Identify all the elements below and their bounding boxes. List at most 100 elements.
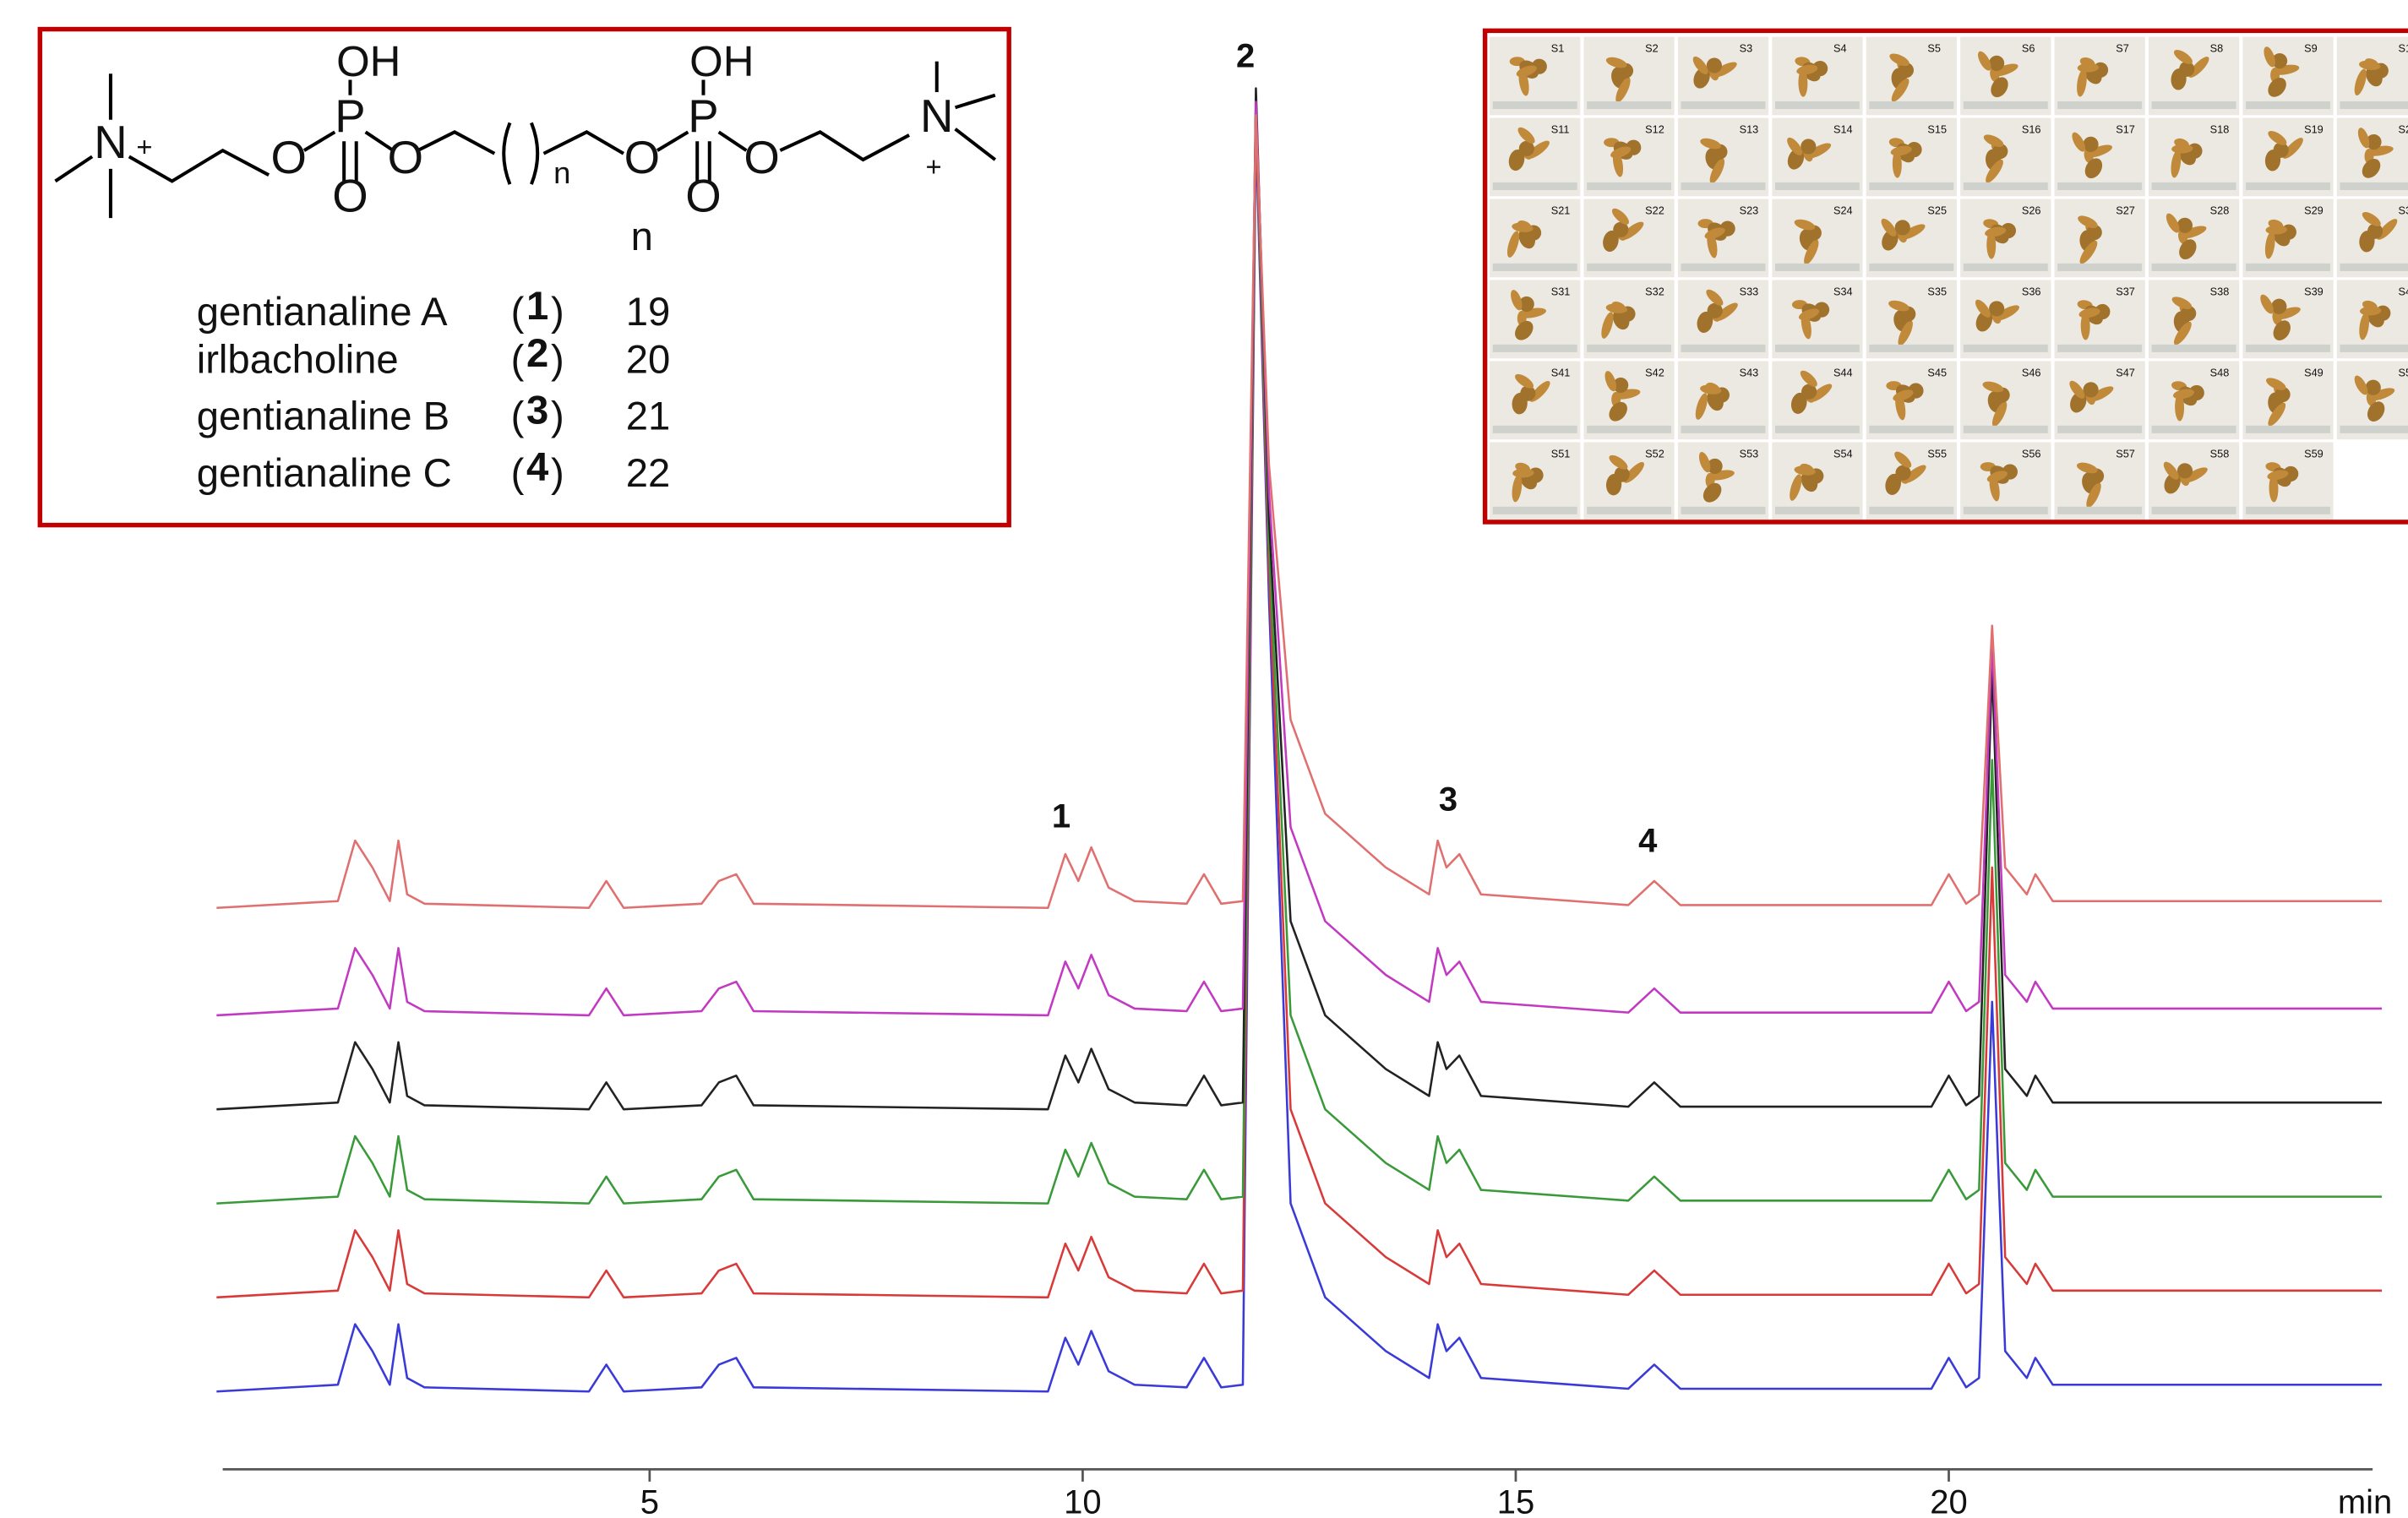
sample-label: S30 — [2398, 204, 2408, 216]
ruler — [1774, 425, 1860, 433]
root-piece — [2283, 465, 2299, 482]
root-piece — [1613, 221, 1629, 237]
root-piece — [2269, 474, 2279, 503]
sample-label: S58 — [2210, 447, 2230, 460]
sample-label: S57 — [2116, 447, 2135, 460]
compound-number: ( — [511, 337, 525, 382]
root-piece — [1991, 77, 2008, 98]
root-piece — [1895, 465, 1911, 481]
ruler — [1963, 425, 2048, 433]
sample-label: S40 — [2398, 285, 2408, 297]
ruler — [2340, 182, 2408, 191]
compound-number: ) — [551, 337, 564, 382]
root-piece — [1601, 312, 1614, 339]
root-piece — [2083, 136, 2099, 152]
atom-label: P — [688, 90, 718, 142]
root-piece — [1894, 451, 1912, 468]
root-piece — [2271, 53, 2288, 69]
compound-number: ) — [551, 451, 564, 496]
sample-label: S53 — [1740, 447, 1759, 460]
root-piece — [1605, 303, 1628, 313]
root-piece — [2181, 305, 2197, 322]
ruler — [1587, 101, 1672, 110]
root-piece — [1700, 138, 1721, 150]
sample-label: S48 — [2210, 366, 2230, 378]
root-piece — [1794, 219, 1816, 231]
ruler — [1681, 101, 1766, 110]
root-piece — [2179, 239, 2197, 260]
root-piece — [2180, 226, 2207, 239]
root-piece — [2069, 380, 2085, 399]
sample-label: S22 — [1645, 204, 1664, 216]
ruler — [2246, 506, 2330, 514]
sample-label: S46 — [2022, 366, 2041, 378]
sample-label: S1 — [1551, 42, 1565, 55]
sample-label: S21 — [1551, 204, 1571, 216]
root-piece — [1903, 465, 1926, 483]
ruler — [2057, 101, 2143, 110]
root-piece — [2265, 225, 2287, 235]
root-piece — [2365, 379, 2381, 395]
ruler — [1774, 506, 1860, 514]
ruler — [2057, 263, 2143, 271]
root-piece — [1506, 231, 1520, 258]
root-piece — [1709, 158, 1725, 184]
photo-frame — [1482, 28, 2408, 525]
sample-label: S18 — [2210, 122, 2230, 135]
sample-label: S25 — [1927, 204, 1947, 216]
root-piece — [2377, 219, 2398, 240]
root-piece — [1623, 461, 1645, 483]
sample-label: S41 — [1551, 366, 1571, 378]
root-piece — [1516, 65, 1537, 77]
root-piece — [2273, 142, 2289, 158]
root-piece — [1881, 218, 1897, 237]
root-piece — [1989, 301, 2005, 317]
compound-number: 1 — [526, 284, 548, 329]
atom-label: + — [136, 131, 152, 162]
root-piece — [2078, 307, 2100, 318]
trace — [216, 101, 2383, 1017]
root-piece — [2089, 386, 2114, 402]
ruler — [1681, 182, 1766, 191]
root-piece — [2176, 463, 2193, 479]
root-piece — [1986, 471, 2008, 482]
x-tick-label: 15 — [1497, 1484, 1534, 1518]
compound-name: gentianaline B — [197, 394, 450, 439]
sample-label: S17 — [2116, 122, 2135, 135]
trace — [216, 114, 2383, 1299]
ruler — [1774, 101, 1860, 110]
ruler — [1963, 344, 2048, 352]
ruler — [2246, 344, 2330, 352]
sample-photos: S1 S2 S3 S4 S5 S6 S7 S8 S9 S10 S11 S12 S13 S14 S15 S16 S… — [1485, 30, 2408, 522]
root-piece — [1695, 393, 1708, 420]
root-piece — [1982, 381, 2004, 393]
trace — [216, 87, 2383, 1111]
sample-label: S12 — [1645, 122, 1664, 135]
root-piece — [2086, 224, 2102, 241]
root-piece — [1518, 296, 1534, 313]
x-axis-label: min — [2338, 1484, 2392, 1518]
root-piece — [1614, 466, 1630, 482]
root-piece — [1512, 222, 1534, 232]
atom-label: OH — [336, 37, 400, 85]
sample-label: S51 — [1551, 447, 1571, 460]
root-piece — [1698, 452, 1711, 473]
ruler — [2057, 182, 2143, 191]
ruler — [1492, 182, 1577, 191]
root-piece — [1707, 302, 1723, 318]
root-piece — [1812, 61, 1828, 77]
ruler — [1492, 263, 1577, 271]
root-piece — [1986, 231, 1997, 259]
sample-label: S44 — [1833, 366, 1853, 378]
n-value: 20 — [626, 337, 671, 382]
root-piece — [1994, 305, 2019, 321]
ruler — [1963, 506, 2048, 514]
ruler — [1869, 344, 1954, 352]
root-piece — [2166, 213, 2180, 233]
root-piece — [2264, 46, 2275, 68]
root-piece — [1702, 482, 1722, 503]
root-piece — [2171, 297, 2193, 309]
root-piece — [2368, 388, 2395, 401]
root-piece — [1613, 377, 1629, 394]
